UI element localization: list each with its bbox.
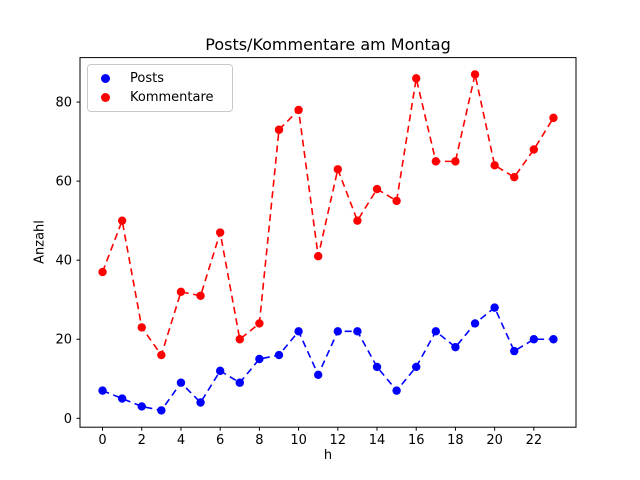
legend-label-kommentare: Kommentare [130, 90, 214, 105]
data-point [294, 105, 303, 115]
data-point [274, 125, 284, 134]
data-point [235, 378, 244, 387]
data-point [412, 362, 421, 372]
data-point [196, 291, 205, 300]
y-tick-label: 40 [55, 254, 72, 269]
x-tick-label: 10 [290, 433, 307, 448]
data-point [451, 342, 460, 352]
data-point [117, 394, 127, 403]
data-point [313, 252, 323, 261]
data-point [392, 196, 401, 206]
legend-item-kommentare: Kommentare [101, 88, 214, 107]
x-tick-label: 6 [216, 433, 224, 448]
data-point [549, 335, 558, 344]
data-point [549, 113, 558, 123]
y-axis-label: Anzahl [32, 220, 48, 264]
data-point [117, 216, 127, 225]
data-point [372, 362, 382, 372]
data-point [98, 267, 107, 277]
data-point [176, 378, 186, 387]
x-tick-label: 16 [408, 433, 425, 448]
x-tick-label: 14 [369, 433, 386, 448]
data-point [451, 157, 460, 166]
legend-label-posts: Posts [130, 71, 164, 86]
x-tick-label: 2 [138, 433, 146, 448]
series-posts [98, 303, 558, 415]
data-point [157, 406, 166, 415]
y-axis-ticks: 0 20 40 60 80 [55, 96, 80, 427]
x-tick-label: 0 [98, 433, 106, 448]
data-point [274, 350, 284, 360]
x-tick-label: 20 [486, 433, 503, 448]
data-point [412, 74, 421, 83]
x-axis-label: h [323, 448, 333, 463]
data-point [235, 335, 244, 344]
data-point [490, 303, 499, 312]
data-point [470, 319, 480, 328]
x-tick-label: 12 [330, 433, 347, 448]
legend-item-posts: Posts [101, 69, 214, 88]
data-point [255, 354, 264, 364]
kommentare-marker-icon [101, 93, 110, 102]
data-point [529, 145, 539, 154]
data-point [333, 165, 343, 174]
y-tick-label: 0 [64, 412, 72, 427]
data-point [313, 370, 323, 380]
x-tick-label: 18 [447, 433, 464, 448]
data-point [98, 386, 107, 395]
data-point [294, 327, 303, 336]
data-point [510, 172, 519, 182]
posts-marker-icon [101, 74, 110, 83]
data-point [255, 319, 264, 328]
data-point [215, 228, 225, 237]
y-tick-label: 80 [55, 96, 72, 111]
data-point [372, 184, 382, 194]
data-point [353, 216, 362, 225]
x-tick-label: 8 [255, 433, 263, 448]
data-point [353, 327, 362, 336]
series-kommentare [98, 70, 558, 360]
x-tick-label: 22 [526, 433, 543, 448]
data-point [157, 350, 166, 360]
data-point [431, 327, 441, 336]
data-point [431, 157, 441, 166]
data-point [470, 70, 480, 79]
y-tick-label: 20 [55, 333, 72, 348]
data-point [392, 386, 401, 395]
data-point [137, 402, 146, 411]
data-point [529, 335, 539, 344]
data-point [510, 346, 519, 356]
x-axis-ticks: 0 2 4 6 8 10 12 14 16 18 20 22 [98, 427, 542, 448]
y-tick-label: 60 [55, 175, 72, 190]
data-point [490, 161, 499, 170]
x-tick-label: 4 [177, 433, 185, 448]
data-point [333, 327, 343, 336]
chart-title: Posts/Kommentare am Montag [205, 35, 451, 54]
data-point [176, 287, 186, 297]
plot-border [79, 57, 577, 428]
data-point [215, 366, 225, 376]
data-point [196, 398, 205, 407]
data-point [137, 323, 146, 332]
legend: Posts Kommentare [87, 64, 233, 112]
